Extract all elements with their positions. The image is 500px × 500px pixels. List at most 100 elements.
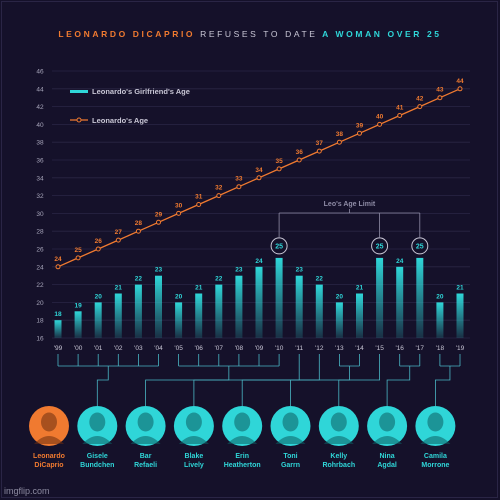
bar-value-label: 21: [195, 285, 203, 292]
title-part-verb: REFUSES TO DATE: [200, 29, 318, 39]
girlfriend-age-bar: [235, 275, 243, 338]
girlfriend-age-bar: [54, 320, 62, 338]
title-part-limit: A WOMAN OVER 25: [322, 29, 442, 39]
leo-age-point: [457, 86, 463, 92]
bar-value-label: 24: [396, 258, 404, 265]
person-name-line1: Nina: [380, 453, 395, 460]
leo-value-label: 40: [376, 113, 384, 120]
x-tick-label: '99: [54, 345, 63, 352]
avatar-shoulders-shape: [275, 436, 306, 444]
connector-to-person: [96, 366, 109, 406]
person-name-line1: Leonardo: [33, 453, 65, 460]
girlfriend-avatar-group: Kelly Rohrbach: [318, 406, 359, 469]
x-tick-label: '11: [295, 345, 303, 352]
leo-value-label: 39: [356, 122, 364, 129]
leo-value-label: 42: [416, 96, 424, 103]
y-tick-label: 18: [36, 318, 44, 325]
leo-age-point: [75, 255, 81, 261]
y-tick-label: 30: [36, 211, 44, 218]
x-tick-label: '15: [375, 345, 384, 352]
girlfriend-age-bar: [335, 302, 343, 338]
connector-to-person: [338, 366, 381, 406]
bar-value-label: 20: [336, 293, 344, 300]
y-tick-label: 22: [36, 282, 44, 289]
y-tick-label: 42: [36, 104, 44, 111]
avatar-head-shape: [41, 412, 57, 432]
girlfriend-age-bar: [356, 293, 363, 338]
leo-age-point: [135, 228, 141, 234]
leo-age-point: [276, 166, 282, 172]
avatar-head-shape: [330, 412, 347, 432]
x-tick-label: '18: [436, 345, 445, 352]
x-tick-label: '14: [355, 345, 364, 352]
bar-value-label: 23: [296, 267, 304, 274]
girlfriend-age-bar: [195, 293, 203, 338]
avatar-head-shape: [185, 412, 202, 432]
chart-title: LEONARDO DICAPRIO REFUSES TO DATE A WOMA…: [0, 29, 500, 39]
girlfriend-age-bar: [275, 257, 283, 338]
leo-age-point: [95, 246, 101, 252]
person-name-line1: Erin: [235, 453, 249, 460]
person-name-line2: Rohrbach: [322, 462, 355, 469]
leo-age-point: [316, 148, 322, 154]
girlfriend-age-bar: [215, 284, 223, 338]
avatar-shoulders-shape: [34, 436, 64, 444]
person-name-line2: Heatherton: [224, 462, 261, 469]
bar-value-label: 22: [135, 276, 143, 283]
x-tick-label: '09: [255, 345, 264, 352]
legend-leo-label: Leonardo's Age: [92, 116, 148, 125]
leo-value-label: 36: [296, 149, 304, 156]
girlfriend-age-bar: [295, 275, 303, 338]
person-name-line1: Kelly: [330, 453, 347, 460]
leo-value-label: 44: [456, 78, 464, 85]
leo-age-point: [256, 175, 262, 181]
person-name-line2: Garrn: [281, 462, 300, 469]
girlfriend-age-bar: [74, 311, 82, 338]
x-tick-label: '03: [134, 345, 143, 352]
avatar-shoulders-shape: [130, 436, 161, 444]
avatar-shoulders-shape: [372, 436, 403, 444]
x-tick-label: '05: [174, 345, 183, 352]
leo-age-point: [357, 130, 362, 136]
x-tick-label: '16: [395, 345, 404, 352]
x-tick-label: '17: [416, 345, 425, 352]
bar-value-label: 25: [416, 243, 424, 250]
x-tick-label: '02: [114, 345, 123, 352]
x-tick-label: '19: [456, 345, 465, 352]
connector-to-person: [290, 366, 350, 406]
y-tick-label: 32: [36, 193, 44, 200]
leo-value-label: 27: [115, 229, 123, 236]
leo-value-label: 25: [74, 247, 82, 254]
bar-value-label: 18: [54, 311, 62, 318]
leo-age-point: [296, 157, 302, 163]
leo-value-label: 34: [255, 167, 263, 174]
girlfriend-age-bar: [436, 302, 444, 338]
bar-value-label: 23: [155, 267, 163, 274]
connector-to-person: [193, 366, 300, 406]
x-tick-label: '12: [315, 345, 324, 352]
y-tick-label: 46: [36, 69, 44, 76]
avatar-shoulders-shape: [420, 436, 451, 444]
legend-line-marker: [76, 117, 82, 123]
avatar-head-shape: [89, 412, 106, 432]
girlfriend-age-bar: [155, 275, 162, 338]
leo-age-point: [377, 121, 383, 127]
bar-value-label: 19: [74, 302, 82, 309]
y-tick-label: 44: [36, 86, 44, 93]
y-tick-label: 36: [36, 158, 44, 165]
x-tick-label: '00: [74, 345, 83, 352]
leo-age-point: [176, 210, 182, 216]
y-tick-label: 20: [36, 300, 44, 307]
leo-age-point: [417, 104, 423, 110]
avatar-head-shape: [427, 412, 444, 432]
person-name-line1: Gisele: [87, 453, 108, 460]
leo-age-point: [336, 139, 342, 145]
girlfriend-avatar-group: Nina Agdal: [367, 406, 408, 469]
leo-value-label: 33: [235, 176, 243, 183]
person-name-line1: Toni: [283, 453, 297, 460]
x-tick-label: '08: [235, 345, 244, 352]
avatar-shoulders-shape: [82, 436, 113, 444]
bar-value-label: 22: [215, 276, 223, 283]
connector-to-person: [386, 366, 411, 406]
